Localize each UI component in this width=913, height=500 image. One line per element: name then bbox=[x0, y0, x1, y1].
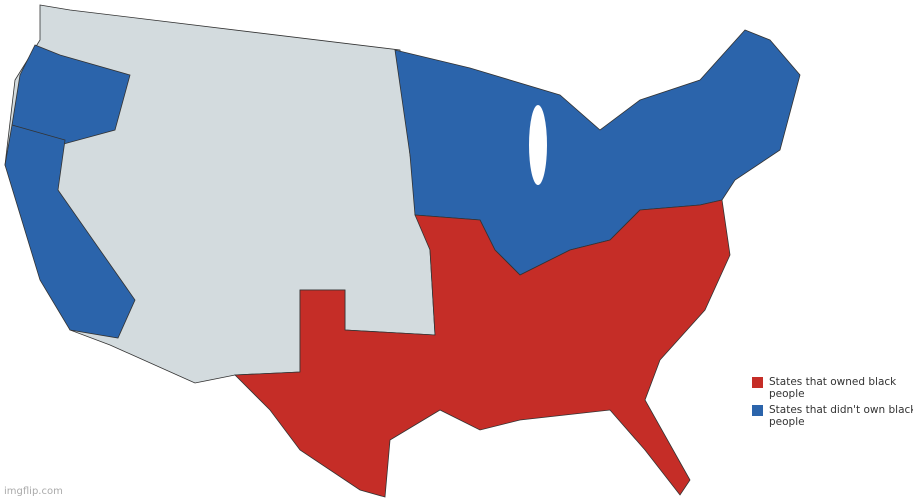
legend-item-free: States that didn't own black people bbox=[752, 404, 913, 428]
legend-label: States that didn't own black people bbox=[769, 404, 913, 428]
free-state-oregon bbox=[11, 44, 131, 146]
legend-swatch-red bbox=[752, 377, 763, 388]
watermark: imgflip.com bbox=[4, 486, 63, 497]
slave-states-south bbox=[234, 199, 731, 498]
lake-michigan bbox=[529, 105, 547, 185]
legend-swatch-blue bbox=[752, 405, 763, 416]
legend-item-slave: States that owned black people bbox=[752, 376, 913, 400]
free-state-california bbox=[4, 124, 136, 339]
legend-label: States that owned black people bbox=[769, 376, 897, 400]
map-legend: States that owned black people States th… bbox=[752, 376, 913, 432]
